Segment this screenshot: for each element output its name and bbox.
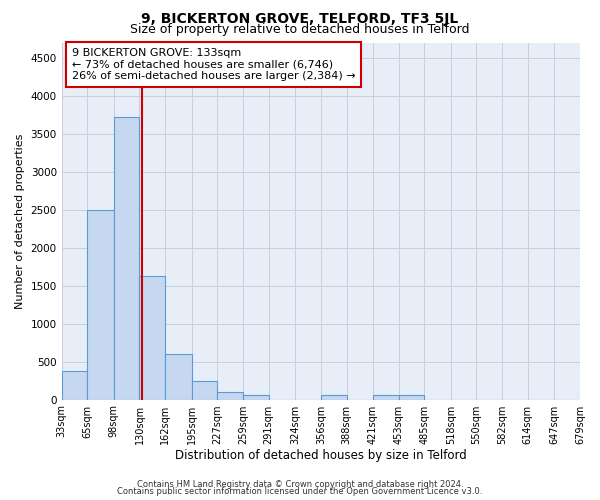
Text: 9, BICKERTON GROVE, TELFORD, TF3 5JL: 9, BICKERTON GROVE, TELFORD, TF3 5JL <box>142 12 458 26</box>
Bar <box>114 117 139 400</box>
Text: Contains HM Land Registry data © Crown copyright and database right 2024.: Contains HM Land Registry data © Crown c… <box>137 480 463 489</box>
Bar <box>165 354 191 400</box>
Text: Contains public sector information licensed under the Open Government Licence v3: Contains public sector information licen… <box>118 487 482 496</box>
Bar <box>88 210 114 400</box>
Bar <box>217 392 243 400</box>
Bar <box>243 396 269 400</box>
X-axis label: Distribution of detached houses by size in Telford: Distribution of detached houses by size … <box>175 450 467 462</box>
Text: Size of property relative to detached houses in Telford: Size of property relative to detached ho… <box>130 22 470 36</box>
Bar <box>191 382 217 400</box>
Bar <box>398 396 424 400</box>
Text: 9 BICKERTON GROVE: 133sqm
← 73% of detached houses are smaller (6,746)
26% of se: 9 BICKERTON GROVE: 133sqm ← 73% of detac… <box>72 48 356 81</box>
Bar <box>139 276 165 400</box>
Y-axis label: Number of detached properties: Number of detached properties <box>15 134 25 308</box>
Bar <box>321 396 347 400</box>
Bar <box>62 370 88 400</box>
Bar <box>373 396 398 400</box>
